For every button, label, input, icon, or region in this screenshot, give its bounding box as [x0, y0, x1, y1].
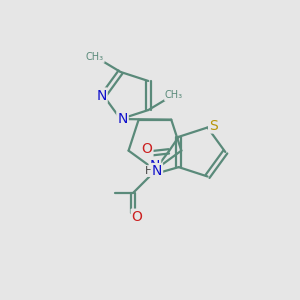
Text: O: O — [142, 142, 152, 156]
Text: S: S — [209, 118, 218, 133]
Text: CH₃: CH₃ — [165, 90, 183, 100]
Text: H: H — [145, 166, 153, 176]
Text: N: N — [117, 112, 128, 126]
Text: O: O — [132, 210, 142, 224]
Text: CH₃: CH₃ — [86, 52, 104, 62]
Text: N: N — [96, 88, 106, 103]
Text: N: N — [150, 159, 160, 173]
Text: N: N — [152, 164, 162, 178]
